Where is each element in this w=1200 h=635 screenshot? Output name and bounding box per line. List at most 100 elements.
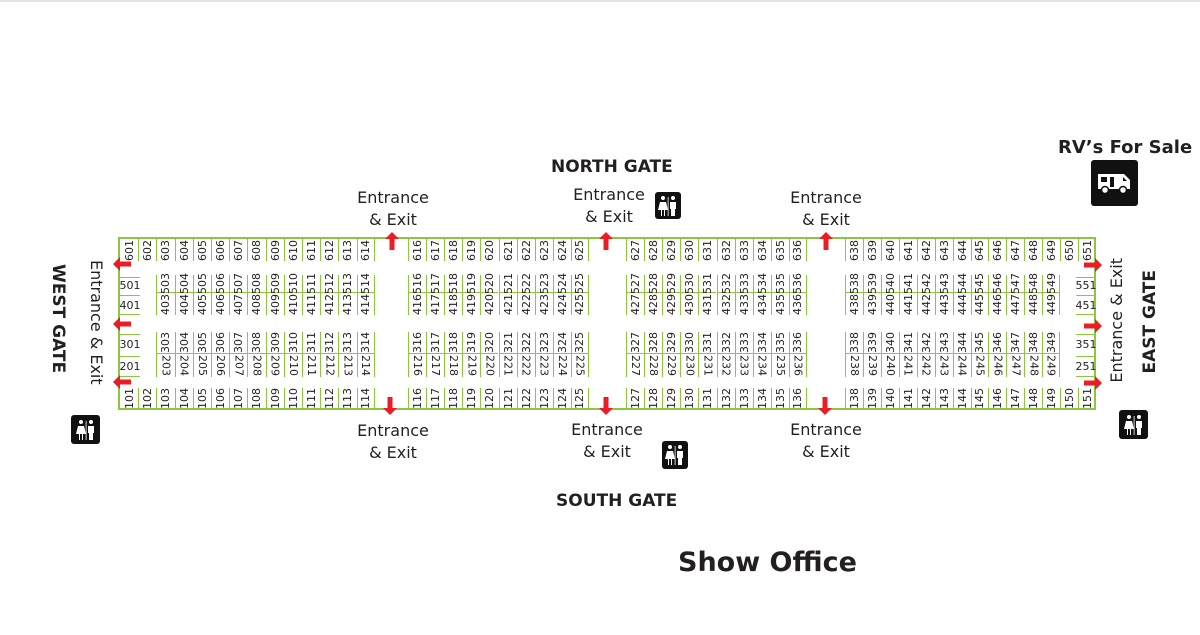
lot-number: 310	[286, 332, 300, 353]
lot-number: 341	[901, 332, 915, 353]
south-exit-arrow-icon-2	[599, 397, 613, 415]
lot-number: 412	[323, 293, 337, 315]
east-exit-arrow-icon-2	[1084, 319, 1102, 333]
lot-number: 216	[411, 355, 425, 376]
lot-234: 234	[752, 354, 771, 377]
lot-number: 348	[1027, 332, 1041, 353]
lot-640: 640	[880, 239, 899, 261]
lot-446: 446	[988, 293, 1006, 315]
lot-622: 622	[516, 239, 535, 261]
lot-543: 543	[934, 273, 953, 294]
lot-419: 419	[462, 293, 480, 315]
lot-323: 323	[534, 332, 553, 354]
lot-340: 340	[880, 332, 899, 354]
lot-number: 505	[195, 273, 209, 294]
lot-307: 307	[229, 332, 248, 354]
lot-number: 209	[268, 355, 282, 376]
lot-number: 235	[773, 355, 787, 376]
lot-313: 313	[338, 332, 357, 354]
lot-number: 606	[214, 239, 228, 261]
lot-number: 642	[919, 239, 933, 261]
lot-number: 417	[429, 293, 443, 315]
lot-number: 624	[555, 239, 569, 261]
lot-645: 645	[970, 239, 989, 261]
lot-630: 630	[680, 239, 698, 261]
lot-444: 444	[952, 293, 971, 315]
lot-612: 612	[320, 239, 338, 261]
lot-304: 304	[174, 332, 193, 354]
lot-number: 144	[955, 387, 969, 409]
lot-number: 545	[973, 273, 987, 294]
lot-number: 620	[483, 239, 497, 261]
lot-number: 143	[937, 387, 951, 409]
lot-number: 643	[937, 239, 951, 261]
lot-number: 438	[847, 293, 861, 315]
lot-349: 349	[1042, 332, 1061, 354]
lot-number: 530	[683, 273, 697, 294]
lot-421: 421	[498, 293, 517, 315]
lot-525: 525	[570, 273, 589, 294]
lot-number: 540	[883, 273, 897, 294]
lot-541: 541	[898, 273, 917, 294]
lot-number: 408	[250, 293, 264, 315]
lot-436: 436	[788, 293, 807, 315]
lot-number: 208	[250, 355, 264, 376]
lot-number: 109	[268, 387, 282, 409]
lot-125: 125	[570, 388, 589, 409]
lot-145: 145	[970, 388, 989, 409]
lot-420: 420	[480, 293, 498, 315]
lot-503: 503	[156, 273, 175, 294]
lot-451: 451	[1076, 295, 1097, 315]
lot-423: 423	[534, 293, 553, 315]
lot-433: 433	[734, 293, 753, 315]
lot-306: 306	[211, 332, 230, 354]
lot-number: 330	[683, 332, 697, 353]
lot-334: 334	[752, 332, 771, 354]
lot-number: 305	[195, 332, 209, 353]
lot-number: 443	[937, 293, 951, 315]
lot-number: 522	[519, 273, 533, 294]
lot-241: 241	[898, 354, 917, 377]
lot-332: 332	[716, 332, 735, 354]
lot-number: 116	[411, 387, 425, 409]
lot-613: 613	[338, 239, 356, 261]
lot-138: 138	[845, 388, 863, 409]
lot-number: 520	[483, 273, 497, 294]
lot-344: 344	[952, 332, 971, 354]
lot-number: 230	[683, 355, 697, 376]
lot-number: 527	[629, 273, 643, 294]
lot-114: 114	[356, 388, 375, 409]
lot-524: 524	[552, 273, 571, 294]
lot-523: 523	[534, 273, 553, 294]
lot-208: 208	[247, 354, 265, 377]
lot-number: 430	[683, 293, 697, 315]
lot-number: 404	[177, 293, 191, 315]
lot-number: 635	[773, 239, 787, 261]
lot-number: 504	[177, 273, 191, 294]
lot-number: 333	[737, 332, 751, 353]
lot-number: 247	[1009, 355, 1023, 376]
lot-number: 419	[465, 293, 479, 315]
lot-508: 508	[247, 273, 266, 294]
lot-number: 244	[955, 355, 969, 376]
lot-number: 340	[883, 332, 897, 353]
lot-number: 345	[973, 332, 987, 353]
lot-608: 608	[247, 239, 265, 261]
lot-number: 335	[773, 332, 787, 353]
lot-number: 638	[847, 239, 861, 261]
north-entrance-label-1: Entrance & Exit	[357, 188, 429, 229]
lot-number: 406	[214, 293, 228, 315]
lot-620: 620	[480, 239, 498, 261]
east-exit-arrow-icon-3	[1084, 376, 1102, 390]
lot-number: 344	[955, 332, 969, 353]
lot-number: 631	[701, 239, 715, 261]
lot-631: 631	[698, 239, 716, 261]
lot-403: 403	[156, 293, 174, 315]
lot-548: 548	[1024, 273, 1043, 294]
lot-606: 606	[211, 239, 229, 261]
lot-number: 207	[232, 355, 246, 376]
lot-number: 539	[865, 273, 879, 294]
lot-401: 401	[120, 295, 141, 315]
lot-619: 619	[462, 239, 480, 261]
lot-number: 327	[629, 332, 643, 353]
